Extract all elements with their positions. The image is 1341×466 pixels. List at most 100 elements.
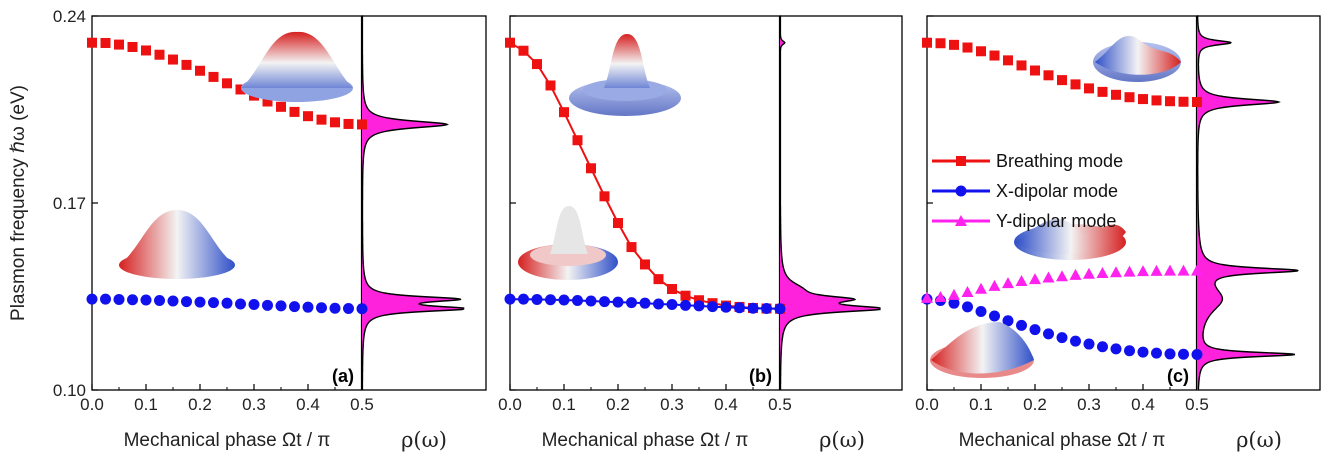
x-tick-label: 0.2 <box>1023 395 1047 414</box>
inset-y-dipolar-surface-c <box>1014 219 1126 260</box>
data-point <box>194 296 206 308</box>
data-point <box>1151 95 1162 106</box>
data-point <box>680 299 691 311</box>
data-point <box>653 274 664 285</box>
data-point <box>532 59 542 70</box>
data-point <box>720 301 732 313</box>
panel-tag: (b) <box>749 366 772 386</box>
data-point <box>1057 75 1067 86</box>
inset-breathing-surface-b <box>569 34 681 116</box>
data-point <box>585 295 597 307</box>
legend-label: Y-dipolar mode <box>996 211 1116 231</box>
x-tick-label: 0.4 <box>296 395 320 414</box>
data-point <box>154 49 165 60</box>
data-point <box>976 46 986 57</box>
data-point <box>922 37 932 48</box>
dos-curve <box>361 15 465 390</box>
x-tick-label: 0.4 <box>1131 395 1155 414</box>
legend-marker <box>955 185 967 197</box>
dos-curve <box>779 15 881 390</box>
data-point <box>1178 348 1189 360</box>
data-point <box>1015 275 1028 287</box>
legend-entry: Y-dipolar mode <box>932 211 1116 231</box>
data-point <box>1165 96 1175 107</box>
data-point <box>1097 86 1108 97</box>
data-point <box>626 297 637 309</box>
data-point <box>100 37 111 48</box>
data-point <box>921 291 933 303</box>
x-tick-label: 0.2 <box>606 395 630 414</box>
data-point <box>1084 83 1094 94</box>
data-point <box>559 107 569 118</box>
data-point <box>127 41 138 52</box>
data-point <box>653 298 664 310</box>
data-point <box>518 293 529 305</box>
data-point <box>1124 345 1135 357</box>
data-point <box>1016 319 1027 331</box>
legend-marker <box>955 215 967 226</box>
inset-breathing-surface-a <box>241 31 353 102</box>
data-point <box>734 302 745 314</box>
data-point <box>1164 348 1176 360</box>
legend-marker <box>956 156 966 166</box>
data-point <box>572 295 583 307</box>
data-point <box>208 71 219 82</box>
data-point <box>357 119 367 130</box>
dos-fill <box>362 16 464 390</box>
data-point <box>1042 271 1055 283</box>
data-point <box>1096 266 1109 278</box>
inset-x-dipolar-surface-b <box>518 206 618 280</box>
data-point <box>545 294 556 306</box>
rho-axis-title: ρ(ω) <box>401 428 447 452</box>
legend-label: X-dipolar mode <box>996 181 1118 201</box>
x-tick-label: 0.5 <box>350 395 374 414</box>
data-point <box>1137 346 1149 358</box>
data-point <box>1002 277 1014 289</box>
data-point <box>1070 79 1081 90</box>
data-point <box>1016 60 1027 71</box>
data-point <box>195 65 205 76</box>
data-point <box>1191 264 1203 276</box>
data-point <box>303 111 313 122</box>
data-point <box>639 297 651 309</box>
data-point <box>1003 55 1013 66</box>
data-point <box>612 296 624 308</box>
data-point <box>934 291 947 303</box>
data-point <box>989 50 1000 61</box>
data-point <box>694 295 704 306</box>
x-axis-title: Mechanical phase Ωt / π <box>542 430 749 451</box>
x-tick-label: 0.5 <box>768 395 792 414</box>
data-point <box>1043 70 1054 81</box>
dos-fill <box>1197 16 1298 390</box>
data-point <box>1069 268 1082 280</box>
data-point <box>1030 65 1040 76</box>
x-tick-label: 0.1 <box>552 395 576 414</box>
data-point <box>1002 315 1014 327</box>
data-point <box>667 284 677 295</box>
x-axis-title: Mechanical phase Ωt / π <box>959 430 1166 451</box>
data-point <box>329 302 341 314</box>
data-point <box>948 297 960 309</box>
x-tick-label: 0.2 <box>188 395 212 414</box>
data-point <box>113 293 125 305</box>
data-point <box>343 118 354 129</box>
data-point <box>707 301 718 313</box>
data-point <box>1083 267 1095 279</box>
data-point <box>1137 265 1149 277</box>
data-point <box>1138 94 1148 105</box>
data-point <box>680 290 691 301</box>
data-point <box>100 293 111 305</box>
data-point <box>505 37 515 48</box>
data-point <box>140 294 152 306</box>
data-point <box>86 293 98 305</box>
data-point <box>1070 335 1081 347</box>
data-point <box>640 259 650 270</box>
data-point <box>774 303 786 315</box>
data-point <box>1111 89 1121 100</box>
data-point <box>221 297 233 309</box>
data-point <box>316 302 327 314</box>
data-point <box>545 80 556 91</box>
data-point <box>666 299 678 311</box>
data-point <box>235 298 246 310</box>
